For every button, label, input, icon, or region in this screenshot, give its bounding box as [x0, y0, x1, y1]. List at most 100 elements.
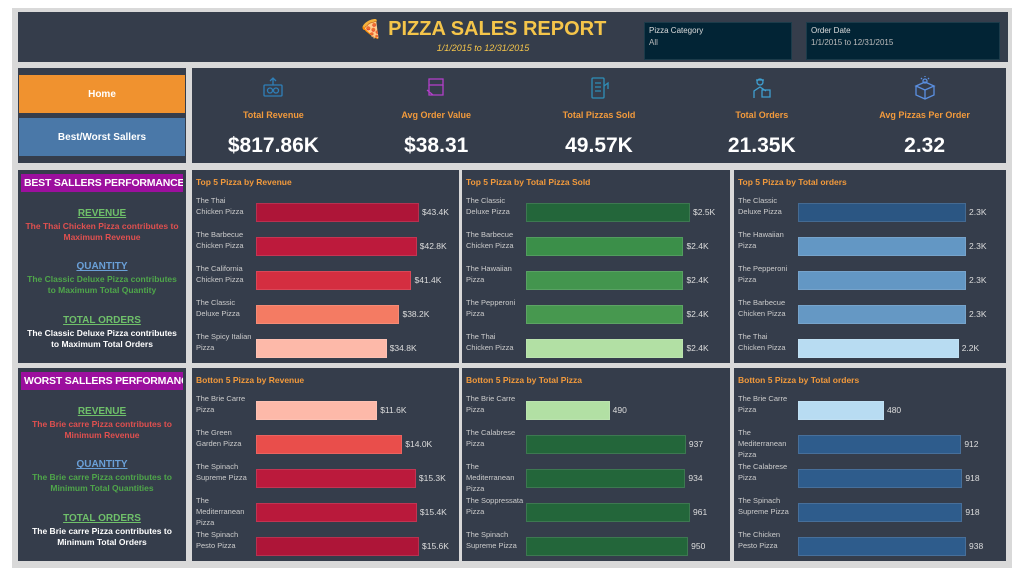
category-label: The Spinach Supreme Pizza	[196, 462, 247, 482]
bar-row: The Calabrese Pizza 937	[462, 426, 730, 460]
filter-value: 1/1/2015 to 12/31/2015	[811, 38, 894, 47]
category-label: The Classic Deluxe Pizza	[466, 196, 510, 216]
bar[interactable]	[526, 503, 690, 522]
value-label: $38.2K	[402, 309, 430, 319]
bar[interactable]	[526, 203, 690, 222]
category-label: The Mediterranean Pizza	[738, 428, 787, 459]
title-block: 🍕 PIZZA SALES REPORT 1/1/2015 to 12/31/20…	[348, 17, 618, 53]
bar-row: The Pepperoni Pizza 2.3K	[734, 262, 1006, 296]
revenue-block: REVENUE The Thai Chicken Pizza contribute…	[18, 207, 186, 243]
value-label: $2.4K	[686, 343, 709, 353]
value-label: 950	[691, 541, 706, 551]
bar[interactable]	[798, 237, 966, 256]
bar[interactable]	[798, 537, 966, 556]
category-label: The Barbecue Chicken Pizza	[466, 230, 514, 250]
bar[interactable]	[256, 237, 417, 256]
category-label: The Thai Chicken Pizza	[738, 332, 786, 352]
bar-row: The Mediterranean Pizza 912	[734, 426, 1006, 460]
bar[interactable]	[256, 305, 400, 324]
bar[interactable]	[798, 339, 959, 358]
bar[interactable]	[798, 401, 884, 420]
bar[interactable]	[526, 339, 684, 358]
kpi-card: Total Pizzas Sold 49.57K	[518, 68, 681, 163]
value-label: 938	[969, 541, 984, 551]
category-label: The Classic Deluxe Pizza	[738, 196, 782, 216]
bar[interactable]	[526, 435, 686, 454]
value-label: $2.4K	[686, 241, 709, 251]
kpi-value: $817.86K	[227, 134, 319, 157]
bar[interactable]	[526, 237, 684, 256]
bar[interactable]	[256, 435, 403, 454]
bar-row: The Brie Carre Pizza $11.6K	[192, 392, 459, 426]
category-label: The Mediterranean Pizza	[466, 462, 515, 493]
category-label: The Spinach Supreme Pizza	[738, 496, 789, 516]
pizza-box-icon	[426, 78, 444, 96]
bar[interactable]	[798, 271, 966, 290]
bar-row: The Brie Carre Pizza 490	[462, 392, 730, 426]
category-label: The Mediterranean Pizza	[196, 496, 245, 527]
chart-top5-orders: Top 5 Pizza by Total orders The Classic …	[734, 170, 1006, 363]
value-label: 937	[688, 439, 704, 449]
value-label: 912	[964, 439, 979, 449]
bar[interactable]	[256, 339, 387, 358]
bar[interactable]	[798, 469, 963, 488]
value-label: $34.8K	[389, 343, 417, 353]
category-label: The Pepperoni Pizza	[466, 298, 516, 318]
bar-row: The Barbecue Chicken Pizza 2.3K	[734, 296, 1006, 330]
chart-title: Botton 5 Pizza by Total Pizza	[466, 375, 583, 385]
value-label: 490	[612, 405, 627, 415]
bar[interactable]	[526, 271, 684, 290]
bar-row: The Barbecue Chicken Pizza $2.4K	[462, 228, 730, 262]
filter-label: Pizza Category	[649, 26, 704, 35]
bar[interactable]	[256, 503, 417, 522]
orders-text: The Classic Deluxe Pizza contributes to …	[27, 328, 177, 350]
category-label: The Spinach Pesto Pizza	[196, 530, 239, 550]
chart-top5-pizza-sold: Top 5 Pizza by Total Pizza Sold The Clas…	[462, 170, 730, 363]
bar[interactable]	[256, 203, 419, 222]
value-label: $2.5K	[693, 207, 716, 217]
bar-row: The Thai Chicken Pizza $2.4K	[462, 330, 730, 364]
bar[interactable]	[256, 537, 419, 556]
worst-sellers-panel: WORST SALLERS PERFORMANCE REVENUE The Bri…	[18, 368, 186, 561]
quantity-heading: QUANTITY	[76, 261, 128, 273]
bar[interactable]	[798, 203, 966, 222]
value-label: $15.6K	[422, 541, 449, 551]
bar-row: The Green Garden Pizza $14.0K	[192, 426, 459, 460]
best-worst-sellers-button[interactable]: Best/Worst Sallers	[19, 118, 185, 156]
quantity-text: The Classic Deluxe Pizza contributes to …	[27, 274, 177, 296]
pizza-category-filter[interactable]: Pizza Category All	[644, 22, 792, 60]
bar[interactable]	[798, 305, 966, 324]
navigation-panel: Home Best/Worst Sallers	[18, 68, 186, 163]
bar[interactable]	[526, 305, 684, 324]
bar[interactable]	[256, 469, 416, 488]
bar[interactable]	[256, 271, 412, 290]
bar-row: The Mediterranean Pizza 934	[462, 460, 730, 494]
chart-title: Top 5 Pizza by Total orders	[738, 177, 847, 187]
bar-row: The Hawaiian Pizza 2.3K	[734, 228, 1006, 262]
home-button[interactable]: Home	[19, 75, 185, 113]
revenue-text: The Thai Chicken Pizza contributes to Ma…	[25, 220, 179, 242]
bar-row: The Spicy Italian Pizza $34.8K	[192, 330, 459, 364]
bar[interactable]	[526, 469, 686, 488]
bar-row: The Mediterranean Pizza $15.4K	[192, 494, 459, 528]
orders-block: TOTAL ORDERS The Classic Deluxe Pizza con…	[18, 314, 186, 350]
bar[interactable]	[798, 503, 963, 522]
category-label: The Spicy Italian Pizza	[196, 332, 252, 352]
checklist-icon	[591, 77, 609, 99]
bar[interactable]	[798, 435, 962, 454]
title-text: PIZZA SALES REPORT	[388, 18, 607, 40]
bar-row: The Soppressata Pizza 961	[462, 494, 730, 528]
panel-title: WORST SALLERS PERFORMANCE	[21, 372, 183, 390]
value-label: 2.3K	[969, 207, 987, 217]
bar-row: The Spinach Pesto Pizza $15.6K	[192, 528, 459, 562]
bar[interactable]	[526, 401, 610, 420]
pizza-icon: 🍕	[359, 19, 383, 39]
bar[interactable]	[256, 401, 378, 420]
category-label: The Barbecue Chicken Pizza	[196, 230, 244, 250]
category-label: The Brie Carre Pizza	[196, 394, 246, 414]
bar[interactable]	[526, 537, 689, 556]
order-date-filter[interactable]: Order Date 1/1/2015 to 12/31/2015	[806, 22, 1000, 60]
chart-bottom5-revenue: Botton 5 Pizza by Revenue The Brie Carre…	[192, 368, 459, 561]
kpi-value: 2.32	[904, 134, 946, 157]
bar-row: The California Chicken Pizza $41.4K	[192, 262, 459, 296]
